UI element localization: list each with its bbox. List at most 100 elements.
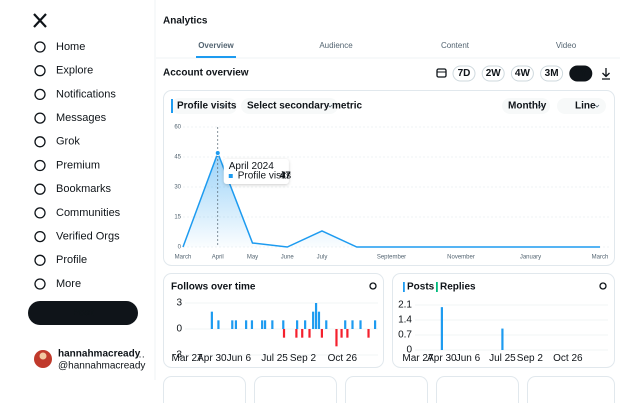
bar <box>271 320 274 329</box>
nav-item[interactable]: More <box>56 278 81 290</box>
x-tick-label: Sep 2 <box>517 353 544 364</box>
tooltip-swatch <box>228 174 233 178</box>
y-tick-label: -3 <box>173 350 182 361</box>
more-cards <box>163 376 615 403</box>
post-button[interactable] <box>28 301 138 325</box>
y-tick-label: 45 <box>174 155 181 161</box>
card-title: Follows over time <box>171 282 256 293</box>
legend-swatch <box>403 282 405 292</box>
bar <box>320 329 323 338</box>
nav-item[interactable]: Bookmarks <box>56 183 112 195</box>
range-label: 3M <box>545 68 559 79</box>
x-tick-label: Mar 27 <box>402 353 434 364</box>
tooltip-value: 47 <box>280 171 292 182</box>
x-tick-label: March <box>592 255 609 261</box>
range-label: 2W <box>486 68 502 79</box>
bar <box>296 320 299 329</box>
x-logo[interactable] <box>33 13 47 28</box>
x-tick-label: Jul 25 <box>489 353 516 364</box>
nav-item[interactable]: Explore <box>56 65 93 77</box>
nav-item[interactable]: Messages <box>56 112 107 124</box>
nav-icon <box>34 41 46 53</box>
info-icon[interactable] <box>369 282 377 290</box>
secondary-label: Select secondary metric <box>247 101 362 112</box>
x-tick-label: May <box>247 255 258 261</box>
tab[interactable]: Overview <box>198 41 234 50</box>
y-tick-label: 0 <box>176 324 182 335</box>
bar <box>295 329 298 338</box>
y-tick-label: 1.4 <box>398 315 412 326</box>
legend-label[interactable]: Posts <box>407 282 435 293</box>
y-tick-label: 0.7 <box>398 330 412 341</box>
calendar-button[interactable] <box>436 68 447 78</box>
y-tick-label: 60 <box>174 125 181 131</box>
y-tick-label: 2.1 <box>398 300 412 311</box>
nav-item[interactable]: Premium <box>56 159 100 171</box>
metric-label: Profile visits <box>177 101 237 112</box>
metric-dropdown[interactable] <box>171 98 237 114</box>
range-button[interactable] <box>540 65 564 82</box>
page-title: Analytics <box>163 16 208 27</box>
x-tick-label: Mar 27 <box>172 353 204 364</box>
interval-dropdown[interactable] <box>502 98 550 114</box>
nav-item[interactable]: Home <box>56 41 85 53</box>
secondary-dropdown[interactable] <box>241 98 338 114</box>
tab[interactable]: Content <box>441 41 470 50</box>
legend-label[interactable]: Replies <box>440 282 476 293</box>
nav-icon <box>34 159 46 172</box>
bar <box>317 311 321 329</box>
nav-icons <box>34 41 46 290</box>
nav-icon <box>34 88 46 101</box>
nav-icon <box>34 136 46 148</box>
nav-icon <box>34 207 46 219</box>
tooltip <box>223 159 289 184</box>
range-button[interactable] <box>510 65 534 82</box>
tab[interactable]: Video <box>556 41 577 50</box>
nav-icon <box>34 65 46 77</box>
tab[interactable]: Audience <box>319 41 353 50</box>
bar <box>304 320 307 329</box>
active-tab-indicator <box>196 56 236 58</box>
x-tick-label: Jun 6 <box>227 353 252 364</box>
x-tick-label: January <box>520 255 541 261</box>
metric-indicator <box>171 99 173 113</box>
bar <box>231 320 234 329</box>
user-name: hannahmacready <box>58 349 141 360</box>
bar <box>351 320 354 329</box>
bar <box>314 303 318 329</box>
follows-card <box>163 273 384 368</box>
info-icon[interactable] <box>599 282 607 290</box>
more-menu[interactable]: ··· <box>135 352 145 363</box>
download-button[interactable] <box>602 68 610 80</box>
bar <box>282 320 285 329</box>
nav-icon <box>34 254 46 266</box>
range-button[interactable] <box>452 65 476 82</box>
interval-label: Monthly <box>508 101 547 112</box>
range-label: 4W <box>515 68 531 79</box>
x-tick-label: Apr 30 <box>197 353 227 364</box>
bar <box>335 329 338 347</box>
nav-item[interactable]: Notifications <box>56 88 116 100</box>
nav-item[interactable]: Verified Orgs <box>56 231 120 243</box>
range-button[interactable] <box>569 65 593 82</box>
y-tick-label: 30 <box>174 185 181 191</box>
bar <box>367 329 370 338</box>
x-tick-label: July <box>317 255 328 261</box>
y-tick-label: 3 <box>176 298 182 309</box>
bar <box>301 329 304 338</box>
nav-item[interactable]: Communities <box>56 207 121 219</box>
x-tick-label: Sep 2 <box>290 353 317 364</box>
bar <box>261 320 264 329</box>
nav-item[interactable]: Grok <box>56 136 80 148</box>
style-dropdown[interactable] <box>557 98 606 114</box>
bar <box>217 320 220 329</box>
nav-item[interactable]: Profile <box>56 254 87 266</box>
y-tick-label: 15 <box>174 215 181 221</box>
chevron <box>537 104 543 108</box>
x-tick-label: April <box>212 255 224 261</box>
section-title: Account overview <box>163 68 249 79</box>
range-button[interactable] <box>481 65 505 82</box>
range-label: 7D <box>458 68 471 79</box>
